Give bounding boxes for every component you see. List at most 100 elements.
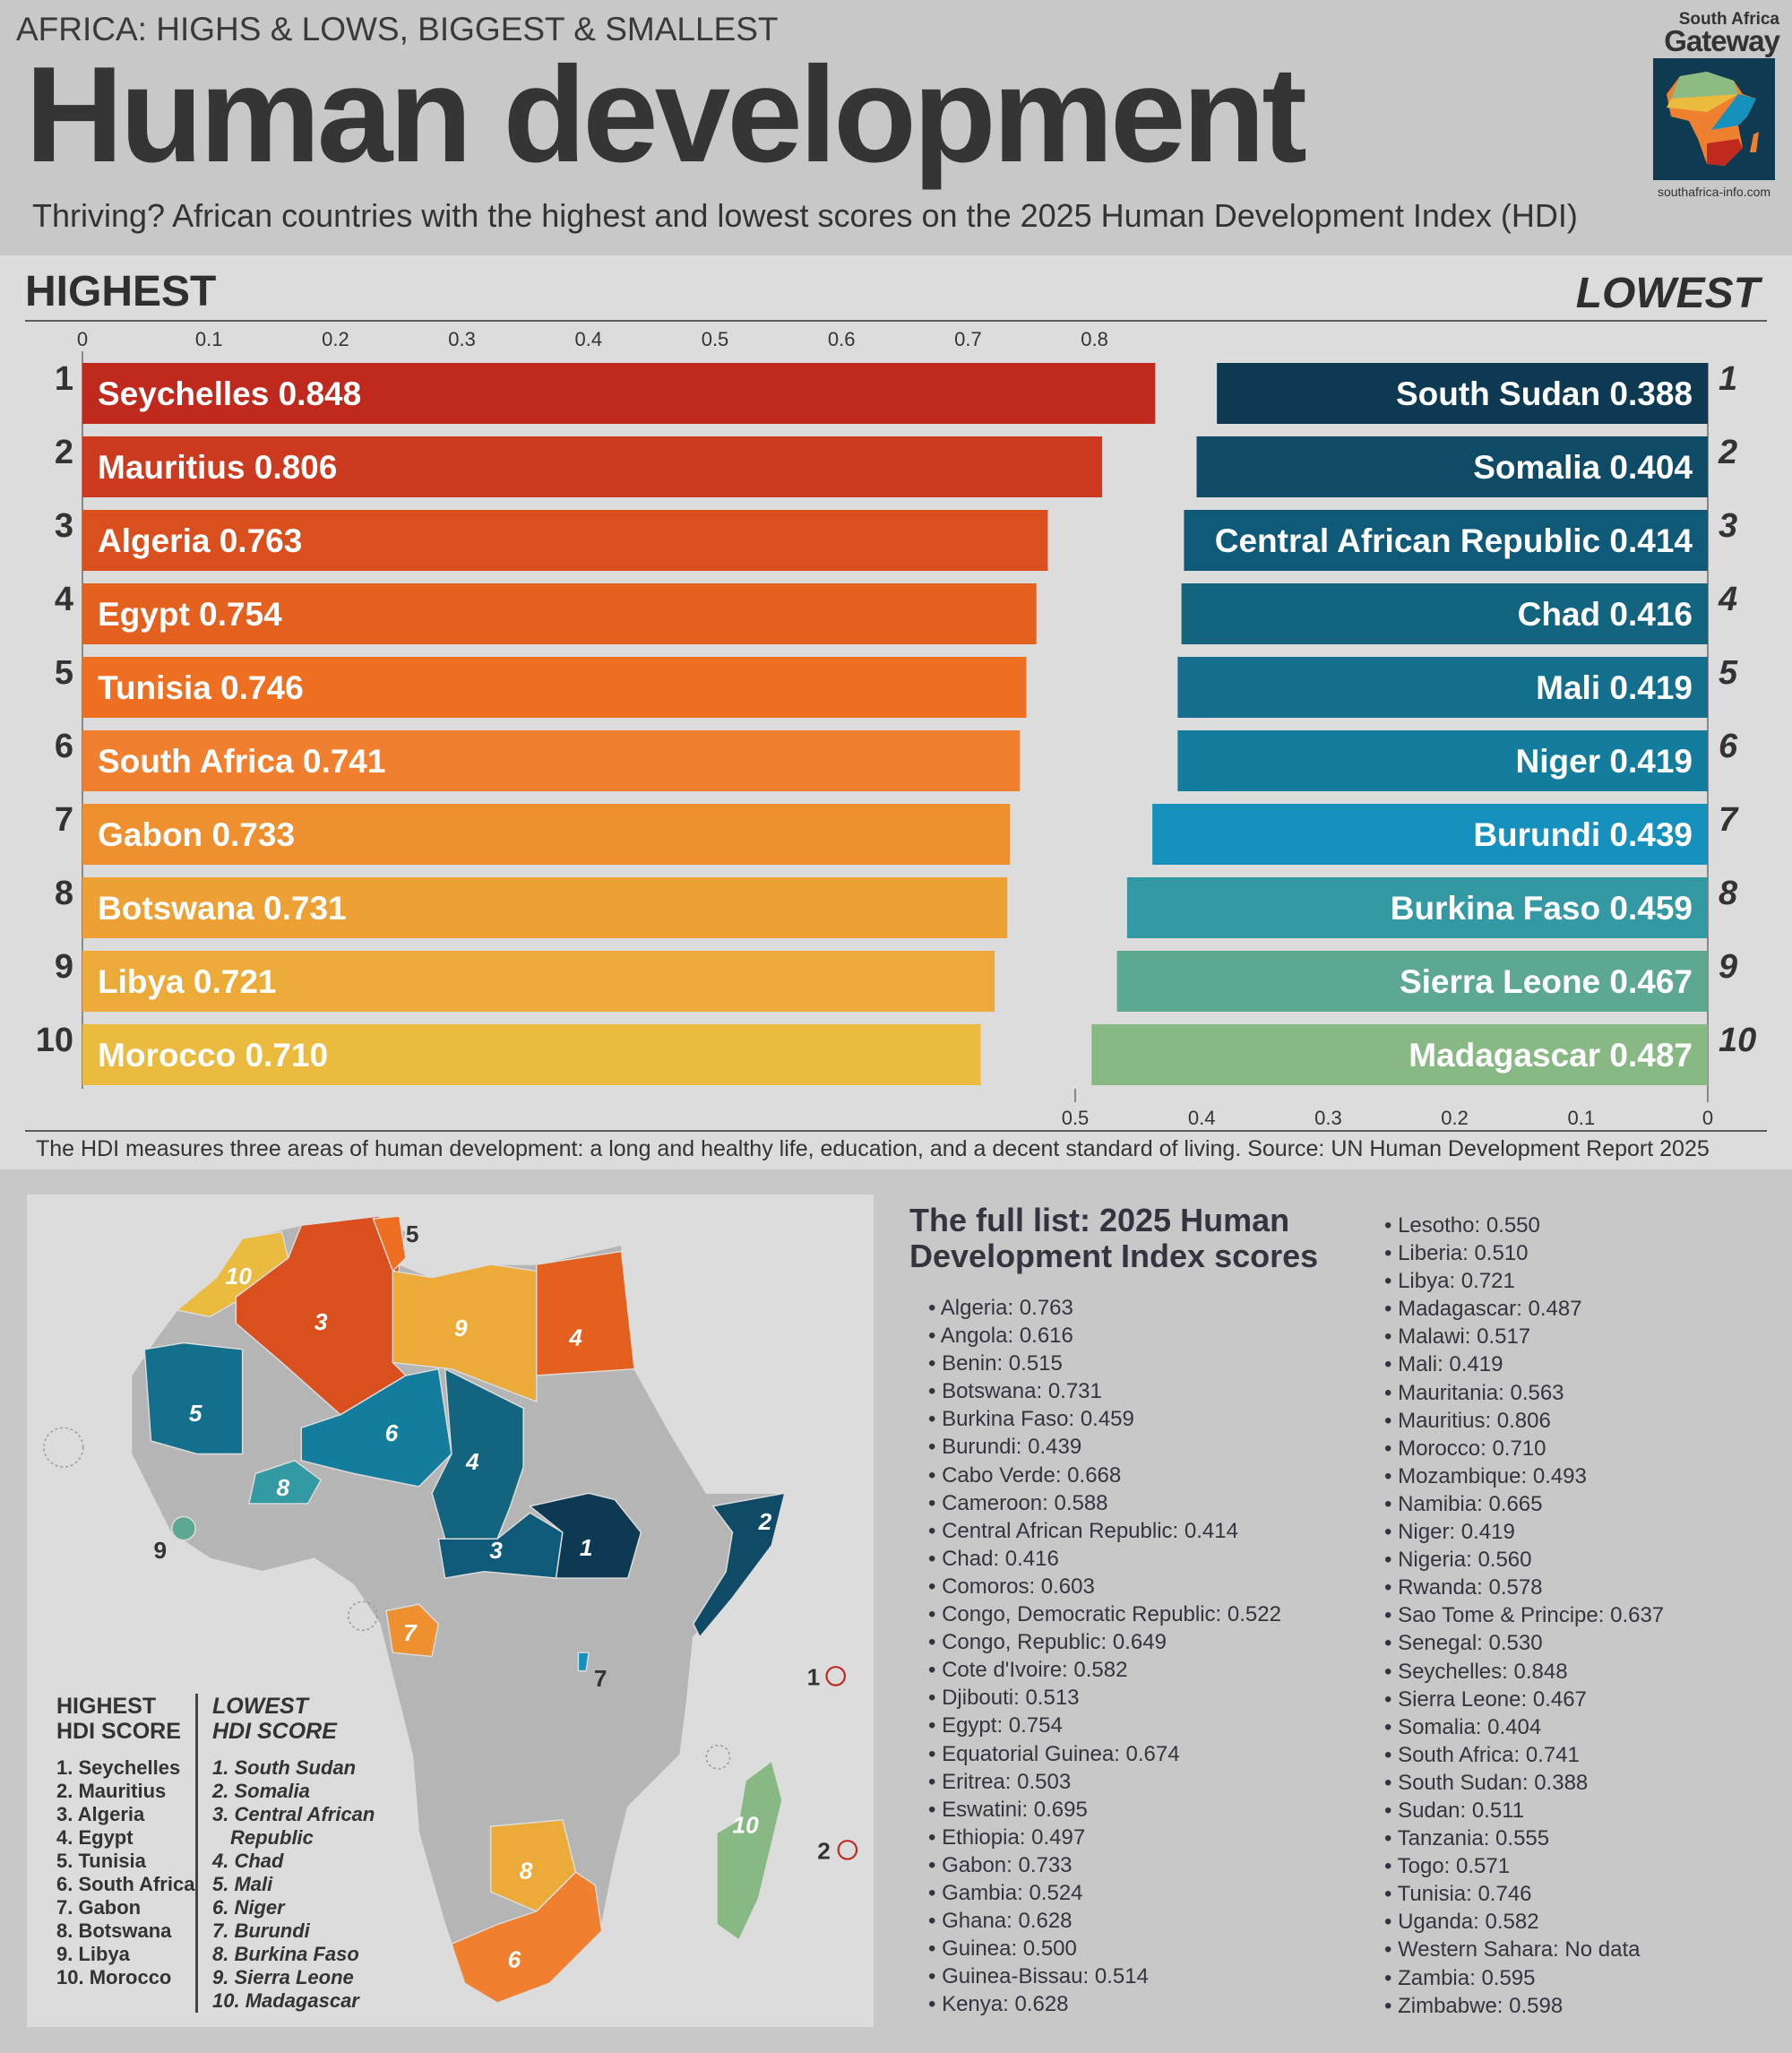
list-item: Algeria: 0.763 — [928, 1294, 1281, 1322]
country-morocco — [176, 1230, 289, 1318]
cabo-verde-marker — [43, 1427, 84, 1468]
bar-label: Egypt 0.754 — [98, 596, 282, 633]
list-item: South Sudan: 0.388 — [1384, 1769, 1664, 1797]
lowest-heading: LOWEST — [1575, 270, 1760, 317]
bar-category: Algeria — [98, 522, 211, 559]
bar-label: Burkina Faso 0.459 — [1391, 890, 1693, 927]
list-item: Cabo Verde: 0.668 — [928, 1462, 1281, 1489]
legend-lowest: LOWEST HDI SCORE 1. South Sudan 2. Somalia… — [195, 1694, 375, 2013]
bar-label: Mali 0.419 — [1536, 669, 1693, 706]
map-label: 4 — [568, 1324, 582, 1350]
list-item: Gambia: 0.524 — [928, 1879, 1281, 1907]
list-item: Tanzania: 0.555 — [1384, 1824, 1664, 1852]
bar-label: Tunisia 0.746 — [98, 669, 304, 706]
rank-label: 9 — [1719, 948, 1737, 986]
legend-item: 3. Algeria — [56, 1803, 145, 1825]
legend-item: 8. Burkina Faso — [212, 1943, 359, 1965]
bar-value: 0.459 — [1600, 890, 1693, 927]
legend-item: 1. Seychelles — [56, 1756, 181, 1779]
rank-label: 9 — [55, 948, 73, 986]
map-label: 9 — [454, 1315, 468, 1341]
bar-botswana — [82, 877, 1008, 938]
comoros-marker — [705, 1744, 731, 1770]
bar-niger — [1177, 730, 1708, 791]
country-egypt — [536, 1250, 635, 1376]
rank-label: 1 — [55, 360, 73, 398]
mauritius-marker — [837, 1840, 858, 1860]
list-item: Libya: 0.721 — [1384, 1267, 1664, 1295]
list-item: Mozambique: 0.493 — [1384, 1462, 1664, 1490]
bar-value: 0.741 — [294, 743, 386, 780]
map-label: 8 — [520, 1857, 533, 1884]
bar-category: Mauritius — [98, 449, 245, 486]
list-item: Togo: 0.571 — [1384, 1852, 1664, 1880]
tick-label: 0.3 — [1314, 1107, 1342, 1129]
bar-value: 0.746 — [211, 669, 304, 706]
bar-label: Algeria 0.763 — [98, 522, 302, 559]
tick-label: 0.5 — [1062, 1107, 1090, 1129]
full-list-column-2: Lesotho: 0.550Liberia: 0.510Libya: 0.721… — [1384, 1212, 1665, 2020]
tick-label: 0.2 — [322, 328, 349, 350]
bar-category: Burkina Faso — [1391, 890, 1600, 927]
tick-label: 0.4 — [575, 328, 603, 350]
bar-seychelles — [82, 363, 1156, 424]
legend-item: 5. Tunisia — [56, 1850, 146, 1872]
list-item: Gabon: 0.733 — [928, 1851, 1281, 1879]
country-tunisia — [372, 1215, 407, 1272]
legend-item: 9. Libya — [56, 1943, 130, 1965]
list-item: Benin: 0.515 — [928, 1350, 1281, 1377]
legend-item: 10. Morocco — [56, 1966, 172, 1988]
list-item: Ghana: 0.628 — [928, 1907, 1281, 1935]
bar-value: 0.419 — [1600, 669, 1693, 706]
list-item: Niger: 0.419 — [1384, 1518, 1664, 1546]
bar-algeria — [82, 510, 1048, 571]
bar-category: Niger — [1516, 743, 1601, 780]
rank-label: 4 — [55, 581, 73, 618]
bar-category: Seychelles — [98, 375, 269, 412]
list-item: Congo, Republic: 0.649 — [928, 1628, 1281, 1656]
bar-sierra-leone — [1116, 951, 1708, 1012]
list-item: Sudan: 0.511 — [1384, 1797, 1664, 1824]
bar-category: Tunisia — [98, 669, 211, 706]
country-madagascar — [716, 1759, 783, 1942]
legend-item: 4. Chad — [212, 1850, 284, 1872]
bar-south-africa — [82, 730, 1021, 791]
bar-value: 0.467 — [1600, 963, 1693, 1000]
map-label: 9 — [153, 1537, 167, 1564]
africa-logo-icon — [1653, 57, 1775, 180]
legend-item: 3. Central African — [212, 1803, 375, 1825]
bar-label: Burundi 0.439 — [1473, 816, 1693, 853]
list-item: Equatorial Guinea: 0.674 — [928, 1740, 1281, 1768]
tick-label: 0 — [1702, 1107, 1713, 1129]
bar-category: South Sudan — [1396, 375, 1600, 412]
list-item: Mauritius: 0.806 — [1384, 1407, 1664, 1435]
legend-item: 6. South Africa — [56, 1873, 195, 1895]
bar-south-sudan — [1217, 363, 1708, 424]
list-item: Burkina Faso: 0.459 — [928, 1405, 1281, 1433]
rank-label: 8 — [55, 875, 73, 912]
rank-label: 10 — [1719, 1022, 1756, 1059]
rank-label: 7 — [55, 801, 73, 839]
bar-category: Chad — [1518, 596, 1601, 633]
tick-label: 0.7 — [954, 328, 982, 350]
bar-value: 0.733 — [202, 816, 295, 853]
bar-category: Somalia — [1473, 449, 1600, 486]
list-item: Ethiopia: 0.497 — [928, 1824, 1281, 1851]
legend-item: Republic — [230, 1826, 314, 1849]
bar-chad — [1181, 583, 1708, 644]
page-title: Human development — [25, 39, 1307, 191]
legend-item: 7. Burundi — [212, 1919, 310, 1942]
map-label: 8 — [277, 1474, 290, 1501]
list-item: Madagascar: 0.487 — [1384, 1295, 1664, 1323]
legend-title: HDI SCORE — [212, 1719, 337, 1744]
legend-item: 9. Sierra Leone — [212, 1966, 354, 1988]
legend-title: HIGHEST — [56, 1694, 157, 1719]
header-band — [0, 0, 1792, 255]
africa-continent — [130, 1215, 786, 2004]
bar-value: 0.414 — [1600, 522, 1693, 559]
bar-value: 0.416 — [1600, 596, 1693, 633]
bar-gabon — [82, 804, 1010, 865]
bar-egypt — [82, 583, 1037, 644]
list-item: Eswatini: 0.695 — [928, 1796, 1281, 1824]
seychelles-marker — [825, 1666, 847, 1686]
